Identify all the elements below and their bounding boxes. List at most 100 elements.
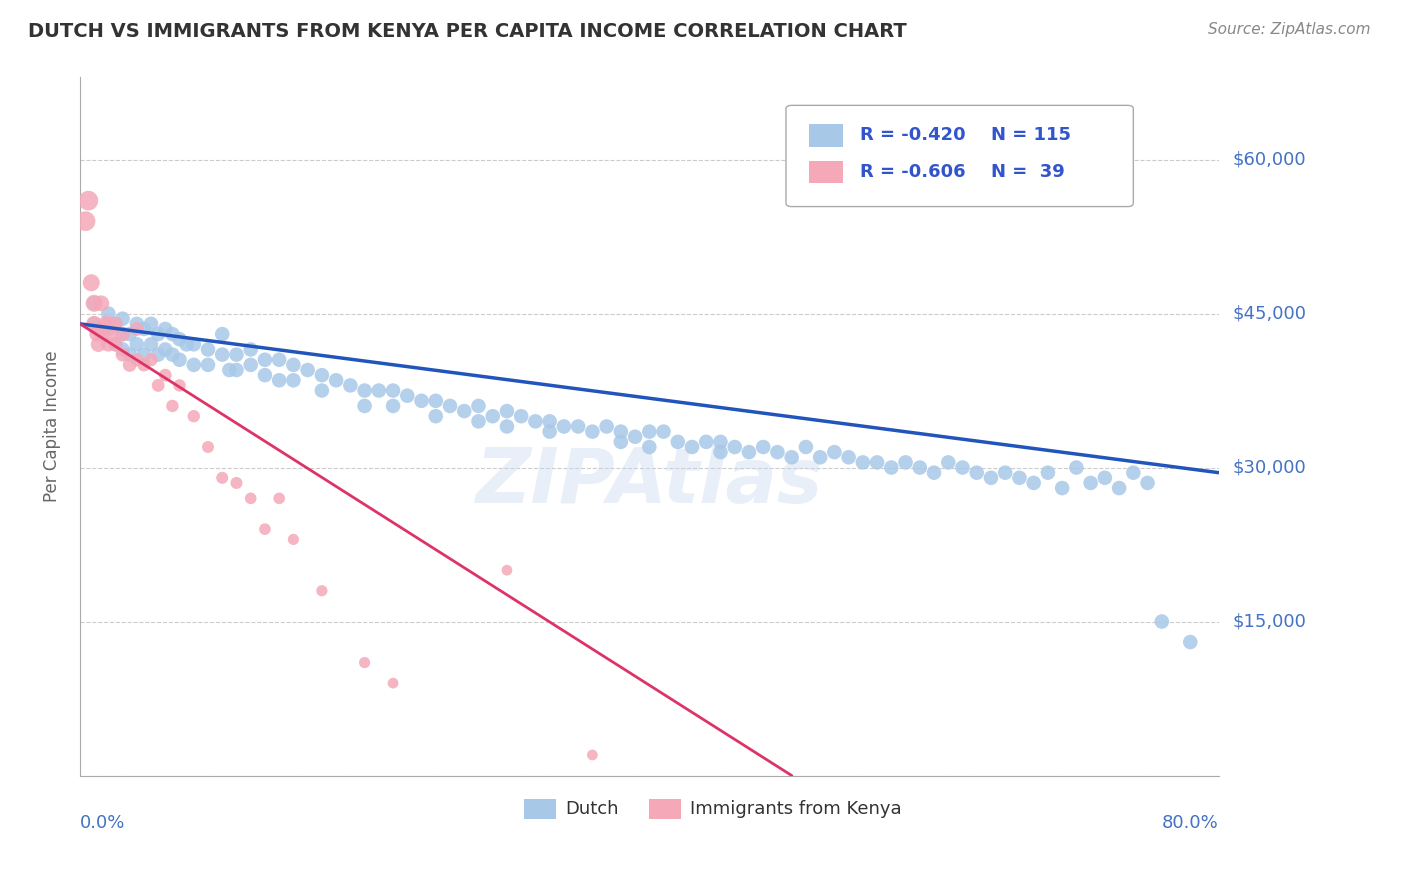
Point xyxy=(553,419,575,434)
Point xyxy=(94,317,117,331)
Point xyxy=(496,404,519,418)
Point xyxy=(211,327,233,342)
Point xyxy=(155,322,177,336)
Point xyxy=(104,317,127,331)
Point xyxy=(225,348,247,362)
Point xyxy=(169,352,191,367)
Text: Dutch: Dutch xyxy=(565,800,619,818)
Point xyxy=(183,409,205,424)
Point xyxy=(695,434,717,449)
Point xyxy=(709,445,731,459)
Point xyxy=(118,348,141,362)
Point xyxy=(581,747,603,762)
Point xyxy=(1036,466,1059,480)
Point xyxy=(132,358,155,372)
Text: Source: ZipAtlas.com: Source: ZipAtlas.com xyxy=(1208,22,1371,37)
FancyBboxPatch shape xyxy=(808,161,844,183)
Point xyxy=(952,460,974,475)
Point xyxy=(283,358,305,372)
Point xyxy=(382,384,405,398)
Point xyxy=(197,343,219,357)
Point xyxy=(132,322,155,336)
Point xyxy=(297,363,319,377)
Point xyxy=(1150,615,1173,629)
Point xyxy=(411,393,433,408)
Point xyxy=(1094,471,1116,485)
Point xyxy=(353,399,375,413)
Point xyxy=(638,440,661,454)
Point xyxy=(752,440,775,454)
Point xyxy=(467,399,489,413)
Point xyxy=(922,466,945,480)
Point xyxy=(176,337,198,351)
Point xyxy=(538,414,561,428)
Point xyxy=(155,368,177,383)
Point xyxy=(453,404,475,418)
Point xyxy=(524,414,547,428)
Point xyxy=(169,332,191,346)
Point xyxy=(269,373,291,387)
Point xyxy=(396,389,419,403)
Point xyxy=(966,466,988,480)
Point xyxy=(83,317,105,331)
Point xyxy=(139,317,162,331)
Point xyxy=(75,214,97,228)
Point xyxy=(125,317,148,331)
Point xyxy=(111,348,134,362)
Point xyxy=(353,656,375,670)
Point xyxy=(425,409,447,424)
Point xyxy=(339,378,361,392)
Point xyxy=(367,384,389,398)
Text: $30,000: $30,000 xyxy=(1233,458,1306,476)
Point xyxy=(253,352,276,367)
Text: $15,000: $15,000 xyxy=(1233,613,1306,631)
Point xyxy=(83,317,105,331)
Point xyxy=(239,358,262,372)
Point xyxy=(155,343,177,357)
Point xyxy=(510,409,533,424)
Point xyxy=(91,322,114,336)
Point xyxy=(239,343,262,357)
Point xyxy=(766,445,789,459)
Point xyxy=(225,475,247,490)
Point xyxy=(132,348,155,362)
Point xyxy=(211,348,233,362)
Point xyxy=(83,296,105,310)
Point xyxy=(104,317,127,331)
Point xyxy=(1108,481,1130,495)
Point xyxy=(595,419,617,434)
Point xyxy=(382,676,405,690)
Point xyxy=(169,378,191,392)
Point xyxy=(283,373,305,387)
Point xyxy=(104,337,127,351)
Point xyxy=(808,450,831,465)
Point xyxy=(1122,466,1144,480)
Point xyxy=(239,491,262,506)
Point xyxy=(225,363,247,377)
Point xyxy=(162,399,184,413)
Point xyxy=(97,337,120,351)
Point xyxy=(311,384,333,398)
Text: N =  39: N = 39 xyxy=(991,162,1064,181)
Point xyxy=(197,358,219,372)
Point xyxy=(90,327,112,342)
Point xyxy=(936,455,959,469)
Point xyxy=(353,384,375,398)
Point xyxy=(111,343,134,357)
Point xyxy=(638,425,661,439)
Point xyxy=(111,311,134,326)
FancyBboxPatch shape xyxy=(786,105,1133,207)
Point xyxy=(709,434,731,449)
Point xyxy=(980,471,1002,485)
Point xyxy=(1050,481,1073,495)
Point xyxy=(496,419,519,434)
Point xyxy=(439,399,461,413)
Point xyxy=(139,352,162,367)
Point xyxy=(269,352,291,367)
Point xyxy=(253,368,276,383)
Point xyxy=(211,471,233,485)
Text: Immigrants from Kenya: Immigrants from Kenya xyxy=(690,800,901,818)
Point xyxy=(197,440,219,454)
Text: R = -0.606: R = -0.606 xyxy=(860,162,966,181)
Point xyxy=(125,352,148,367)
